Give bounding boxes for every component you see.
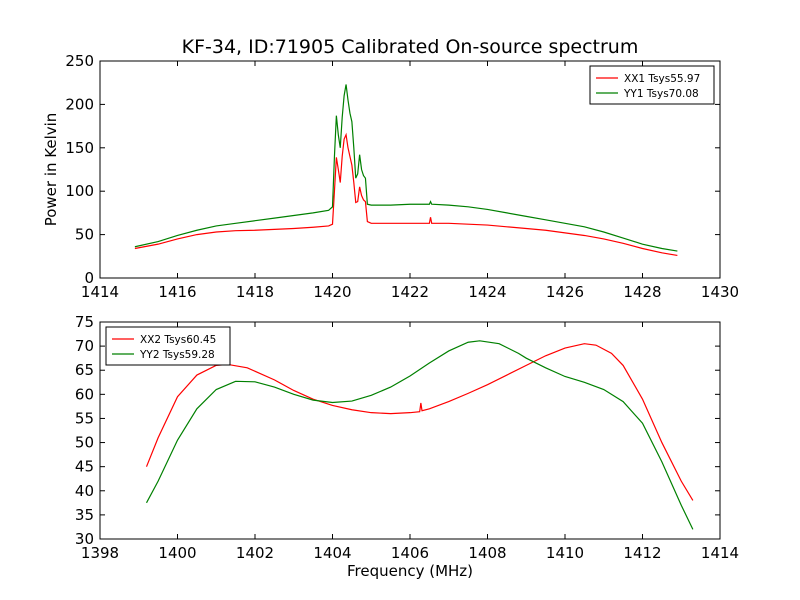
y-tick-label: 35 [75,506,94,524]
x-tick-label: 1412 [623,544,661,562]
y-tick-label: 65 [75,361,94,379]
x-tick-label: 1420 [313,283,351,301]
x-tick-label: 1414 [81,283,119,301]
series-line-2-2 [145,340,694,530]
series-line-1-1 [134,132,678,257]
y-tick-label: 30 [75,530,94,548]
y-axis-label: Power in Kelvin [42,113,60,227]
legend-label: YY2 Tsys59.28 [139,349,215,361]
x-tick-label: 1406 [391,544,429,562]
x-tick-label: 1408 [468,544,506,562]
series-line-2-1 [145,343,694,501]
x-axis-label: Frequency (MHz) [347,562,473,580]
y-tick-label: 45 [75,458,94,476]
x-tick-label: 1418 [236,283,274,301]
series-line-1-2 [134,84,678,252]
y-tick-label: 50 [75,226,94,244]
y-tick-label: 0 [84,269,94,287]
y-tick-label: 75 [75,313,94,331]
x-tick-label: 1398 [81,544,119,562]
x-tick-label: 1404 [313,544,351,562]
x-tick-label: 1424 [468,283,506,301]
legend-label: XX1 Tsys55.97 [624,73,700,85]
legend-box [105,326,231,366]
legend-label: XX2 Tsys60.45 [140,334,216,346]
chart-title: KF-34, ID:71905 Calibrated On-source spe… [182,36,639,58]
lower-panel: 1398 1400 1402 1404 1406 1408 1410 1412 1414 30 35… [75,313,739,580]
y-tick-label: 150 [65,139,94,157]
y-tick-label: 50 [75,434,94,452]
y-tick-label: 70 [75,337,94,355]
legend-box [589,65,715,105]
x-tick-label: 1428 [623,283,661,301]
y-tick-label: 100 [65,182,94,200]
upper-panel: 1414 1416 1418 1420 1422 1424 1426 1428 1430 0 50 1… [42,52,739,301]
x-tick-label: 1422 [391,283,429,301]
x-tick-label: 1414 [701,544,739,562]
x-tick-label: 1426 [546,283,584,301]
y-tick-label: 200 [65,95,94,113]
y-tick-label: 250 [65,52,94,70]
legend: XX2 Tsys60.45 YY2 Tsys59.28 [105,326,231,366]
x-tick-label: 1410 [546,544,584,562]
x-tick-label: 1430 [701,283,739,301]
y-tick-label: 40 [75,482,94,500]
x-tick-label: 1400 [158,544,196,562]
x-tick-label: 1416 [158,283,196,301]
y-tick-label: 60 [75,385,94,403]
legend-label: YY1 Tsys70.08 [623,88,699,100]
y-tick-label: 55 [75,409,94,427]
legend: XX1 Tsys55.97 YY1 Tsys70.08 [589,65,715,105]
x-tick-label: 1402 [236,544,274,562]
